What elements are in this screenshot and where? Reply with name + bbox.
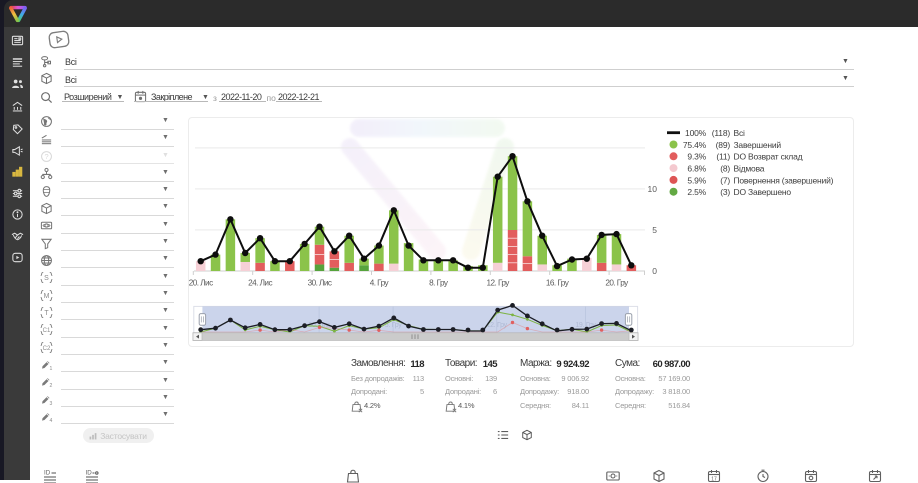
svg-text:75.4%: 75.4% <box>683 140 707 150</box>
svg-text:100%: 100% <box>685 128 707 138</box>
svg-text:Повернення (завершений): Повернення (завершений) <box>734 175 834 185</box>
svg-text:5.9%: 5.9% <box>687 175 706 185</box>
svg-text:DO Завершено: DO Завершено <box>734 187 792 197</box>
svg-text:2.5%: 2.5% <box>687 187 706 197</box>
svg-text:8. Гру: 8. Гру <box>429 279 449 288</box>
svg-text:Завершений: Завершений <box>734 140 782 150</box>
svg-text:(11): (11) <box>716 152 730 162</box>
svg-text:ID: ID <box>44 469 51 476</box>
svg-text:24. Лис: 24. Лис <box>248 279 272 288</box>
svg-text:(118): (118) <box>712 128 731 138</box>
svg-text:(89): (89) <box>716 140 731 150</box>
svg-text:(7): (7) <box>720 175 730 185</box>
svg-text:12. Гру: 12. Гру <box>487 279 511 288</box>
svg-text:DO Возврат склад: DO Возврат склад <box>734 152 803 162</box>
svg-text:(3): (3) <box>720 187 730 197</box>
svg-text:Всі: Всі <box>734 128 746 138</box>
svg-text:4. Гру: 4. Гру <box>370 279 390 288</box>
svg-text:6.8%: 6.8% <box>687 164 706 174</box>
svg-text:(8): (8) <box>720 164 730 174</box>
svg-text:20. Гру: 20. Гру <box>605 279 629 288</box>
svg-text:Відмова: Відмова <box>734 164 765 174</box>
svg-text:ID: ID <box>86 469 93 476</box>
svg-text:10: 10 <box>648 184 658 194</box>
svg-text:16. Гру: 16. Гру <box>546 279 570 288</box>
svg-text:9.3%: 9.3% <box>687 152 706 162</box>
svg-text:20. Лис: 20. Лис <box>189 279 213 288</box>
svg-text:30. Лис: 30. Лис <box>308 279 332 288</box>
svg-text:5: 5 <box>652 225 657 235</box>
svg-text:0: 0 <box>652 266 657 276</box>
